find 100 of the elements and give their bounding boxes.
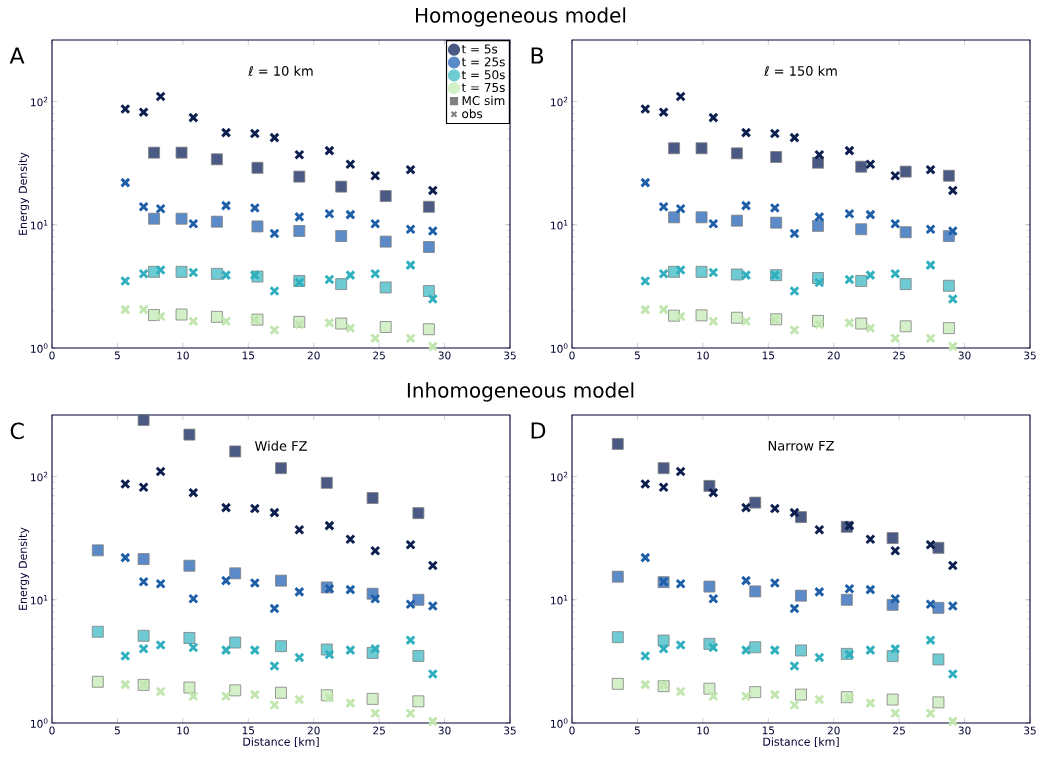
point — [640, 679, 651, 690]
point — [708, 315, 719, 327]
text: ℓ = 150 km — [764, 65, 837, 76]
point — [294, 211, 305, 223]
point — [335, 278, 348, 291]
point — [324, 317, 335, 329]
point — [844, 583, 855, 594]
point — [345, 322, 356, 334]
point — [855, 160, 868, 173]
point — [730, 268, 743, 281]
y-tick-label: 10$^{2}$ — [551, 471, 568, 482]
point — [865, 534, 876, 545]
point — [155, 203, 166, 214]
point — [188, 642, 199, 653]
point — [708, 642, 719, 653]
point — [345, 534, 356, 545]
point — [120, 650, 131, 662]
annotation: MC sim — [462, 95, 505, 106]
point — [770, 151, 783, 163]
point — [814, 277, 825, 288]
point — [749, 585, 762, 598]
point — [703, 480, 716, 492]
point — [120, 679, 131, 690]
point — [889, 593, 901, 604]
point — [294, 652, 305, 663]
point — [769, 644, 781, 656]
y-tick-label: 10$^{1}$ — [31, 595, 48, 605]
point — [210, 153, 223, 166]
point — [275, 574, 287, 587]
x-tick-label: 15 — [242, 726, 255, 735]
point — [640, 275, 651, 287]
point — [708, 690, 719, 702]
point — [324, 583, 335, 594]
point — [427, 185, 439, 196]
point — [155, 311, 166, 322]
point — [427, 225, 439, 237]
point — [405, 224, 416, 235]
point — [91, 544, 104, 557]
point — [708, 593, 719, 604]
point — [942, 169, 955, 182]
x-tick-label: 15 — [242, 351, 255, 360]
point — [740, 644, 752, 656]
point — [422, 241, 435, 253]
point — [294, 586, 305, 598]
point — [925, 332, 936, 344]
point — [427, 341, 439, 352]
point — [210, 267, 223, 280]
point — [889, 218, 901, 229]
point — [324, 208, 335, 219]
point — [865, 584, 876, 595]
point — [138, 481, 149, 493]
point — [865, 209, 876, 220]
point — [942, 322, 955, 335]
point — [91, 625, 104, 638]
point — [657, 634, 670, 647]
point — [183, 632, 196, 644]
point — [427, 560, 439, 571]
point — [210, 310, 223, 323]
x-tick-label: 30 — [438, 726, 451, 735]
y-tick-label: 10$^{1}$ — [31, 220, 48, 230]
x-tick-label: 10 — [697, 726, 709, 735]
legend-label: t = 75s — [461, 83, 505, 93]
point — [251, 161, 264, 174]
point — [405, 332, 416, 344]
point — [695, 142, 708, 155]
point — [335, 230, 348, 242]
point — [120, 304, 131, 315]
point — [293, 170, 306, 183]
point — [210, 215, 223, 228]
point — [138, 106, 149, 118]
point — [427, 293, 439, 305]
point — [137, 414, 150, 426]
point — [769, 503, 781, 514]
point — [324, 692, 335, 704]
text: Narrow FZ — [768, 440, 834, 451]
point — [740, 315, 752, 327]
point — [229, 684, 242, 697]
point — [611, 677, 624, 690]
point — [427, 600, 439, 612]
point — [275, 686, 287, 699]
point — [249, 689, 261, 700]
point — [155, 91, 166, 102]
point — [188, 112, 199, 123]
point — [675, 686, 686, 697]
x-tick-label: 35 — [1024, 726, 1036, 735]
y-tick-label: 10$^{0}$ — [551, 718, 568, 728]
point — [405, 539, 416, 550]
point — [229, 636, 242, 649]
point — [640, 552, 651, 563]
point — [769, 202, 781, 214]
point — [345, 158, 356, 170]
point — [188, 315, 199, 327]
point — [324, 274, 335, 285]
point — [947, 716, 959, 727]
point — [405, 599, 416, 610]
point — [220, 269, 232, 281]
point — [269, 228, 280, 239]
point — [899, 278, 912, 291]
point — [269, 285, 280, 297]
point — [812, 156, 824, 169]
